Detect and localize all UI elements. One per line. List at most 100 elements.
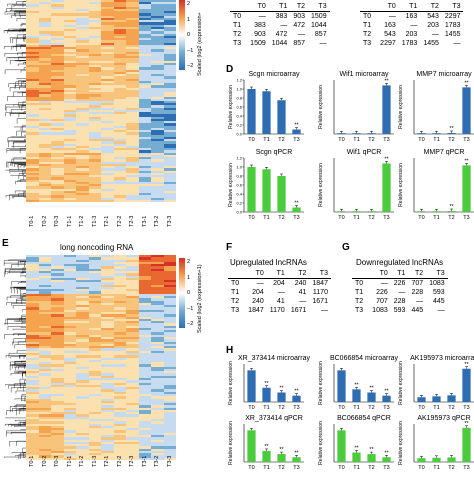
heatmap-cell — [126, 148, 139, 151]
significance-label: ** — [294, 389, 299, 395]
e-colorbar — [179, 258, 185, 328]
heatmap-cell — [38, 434, 52, 438]
heatmap-cell — [51, 425, 64, 429]
heatmap-cell — [113, 105, 127, 109]
heatmap-cell — [26, 366, 39, 370]
heatmap-cell — [151, 101, 164, 104]
heatmap-cell — [126, 273, 139, 276]
heatmap-cell — [126, 190, 139, 194]
heatmap-cell — [138, 83, 152, 86]
heatmap-cell — [138, 384, 152, 388]
heatmap-cell — [63, 163, 77, 167]
heatmap-cell — [126, 33, 139, 37]
heatmap-cell — [88, 441, 102, 445]
colorbar-tick: 0 — [187, 290, 191, 296]
heatmap-cell — [76, 405, 89, 409]
heatmap-cell — [138, 125, 152, 129]
heatmap-cell — [88, 163, 102, 167]
heatmap-cell — [126, 105, 139, 109]
heatmap-cell — [163, 416, 176, 420]
heatmap-cell — [151, 348, 164, 352]
heatmap-cell — [126, 123, 139, 127]
heatmap-cell — [26, 444, 39, 447]
heatmap-cell — [138, 302, 152, 306]
heatmap-cell — [88, 414, 102, 418]
heatmap-cell — [151, 60, 164, 64]
heatmap-cell — [76, 382, 89, 386]
heatmap-cell — [88, 152, 102, 156]
heatmap-cell — [88, 175, 102, 178]
heatmap-cell — [51, 17, 64, 21]
heatmap-cell — [76, 13, 89, 17]
heatmap-cell — [26, 186, 39, 190]
heatmap-cell — [26, 450, 39, 454]
table-cell: 1783 — [401, 40, 418, 47]
heatmap-cell — [88, 387, 102, 390]
heatmap-cell — [26, 15, 39, 19]
heatmap-cell — [51, 337, 64, 340]
heatmap-cell — [101, 44, 114, 48]
table-header-cell — [360, 2, 378, 12]
heatmap-cell — [113, 6, 127, 10]
heatmap-cell — [113, 416, 127, 420]
heatmap-cell — [76, 268, 89, 272]
heatmap-cell — [26, 357, 39, 361]
table-cell: T3 — [233, 40, 242, 47]
heatmap-cell — [151, 337, 164, 340]
heatmap-cell — [63, 33, 77, 37]
heatmap-cell — [76, 134, 89, 138]
heatmap-cell — [138, 289, 152, 292]
heatmap-cell — [163, 298, 176, 302]
table-cell: 203 — [427, 22, 439, 29]
heatmap-cell — [151, 127, 164, 131]
heatmap-cell — [76, 121, 89, 124]
heatmap-cell — [63, 282, 77, 286]
heatmap-cell — [151, 35, 164, 39]
heatmap-cell — [151, 309, 164, 313]
heatmap-cell — [26, 314, 39, 317]
heatmap-cell — [163, 159, 176, 163]
heatmap-cell — [51, 15, 64, 19]
heatmap-cell — [101, 29, 114, 32]
heatmap-cell — [38, 181, 52, 185]
heatmap-cell — [63, 179, 77, 183]
heatmap-cell — [63, 80, 77, 84]
heatmap-cell — [51, 69, 64, 73]
heatmap-cell — [51, 186, 64, 190]
heatmap-cell — [101, 357, 114, 361]
heatmap-cell — [51, 448, 64, 452]
heatmap-cell — [26, 193, 39, 196]
heatmap-cell — [26, 257, 39, 261]
heatmap-cell — [63, 330, 77, 333]
heatmap-cell — [51, 154, 64, 158]
significance-label: ** — [384, 78, 389, 84]
heatmap-cell — [138, 24, 152, 28]
heatmap-cell — [26, 364, 39, 368]
heatmap-cell — [113, 67, 127, 71]
heatmap-cell — [101, 302, 114, 306]
heatmap-cell — [63, 270, 77, 274]
heatmap-cell — [163, 400, 176, 404]
heatmap-cell — [113, 393, 127, 397]
heatmap-cell — [126, 428, 139, 431]
heatmap-cell — [63, 114, 77, 118]
heatmap-cell — [138, 270, 152, 274]
heatmap-cell — [26, 177, 39, 181]
heatmap-cell — [76, 366, 89, 370]
heatmap-cell — [101, 89, 114, 93]
heatmap-cell — [88, 141, 102, 145]
heatmap-cell — [151, 316, 164, 320]
heatmap-cell — [88, 284, 102, 288]
heatmap-cell — [88, 2, 102, 5]
heatmap-cell — [88, 42, 102, 46]
heatmap-cell — [113, 60, 127, 64]
heatmap-cell — [113, 366, 127, 370]
heatmap-cell — [76, 143, 89, 147]
heatmap-cell — [26, 273, 39, 276]
heatmap-cell — [38, 87, 52, 91]
heatmap-cell — [126, 441, 139, 445]
heatmap-cell — [26, 382, 39, 386]
bar — [337, 370, 346, 402]
heatmap-cell — [76, 327, 89, 331]
heatmap-cell — [138, 346, 152, 349]
